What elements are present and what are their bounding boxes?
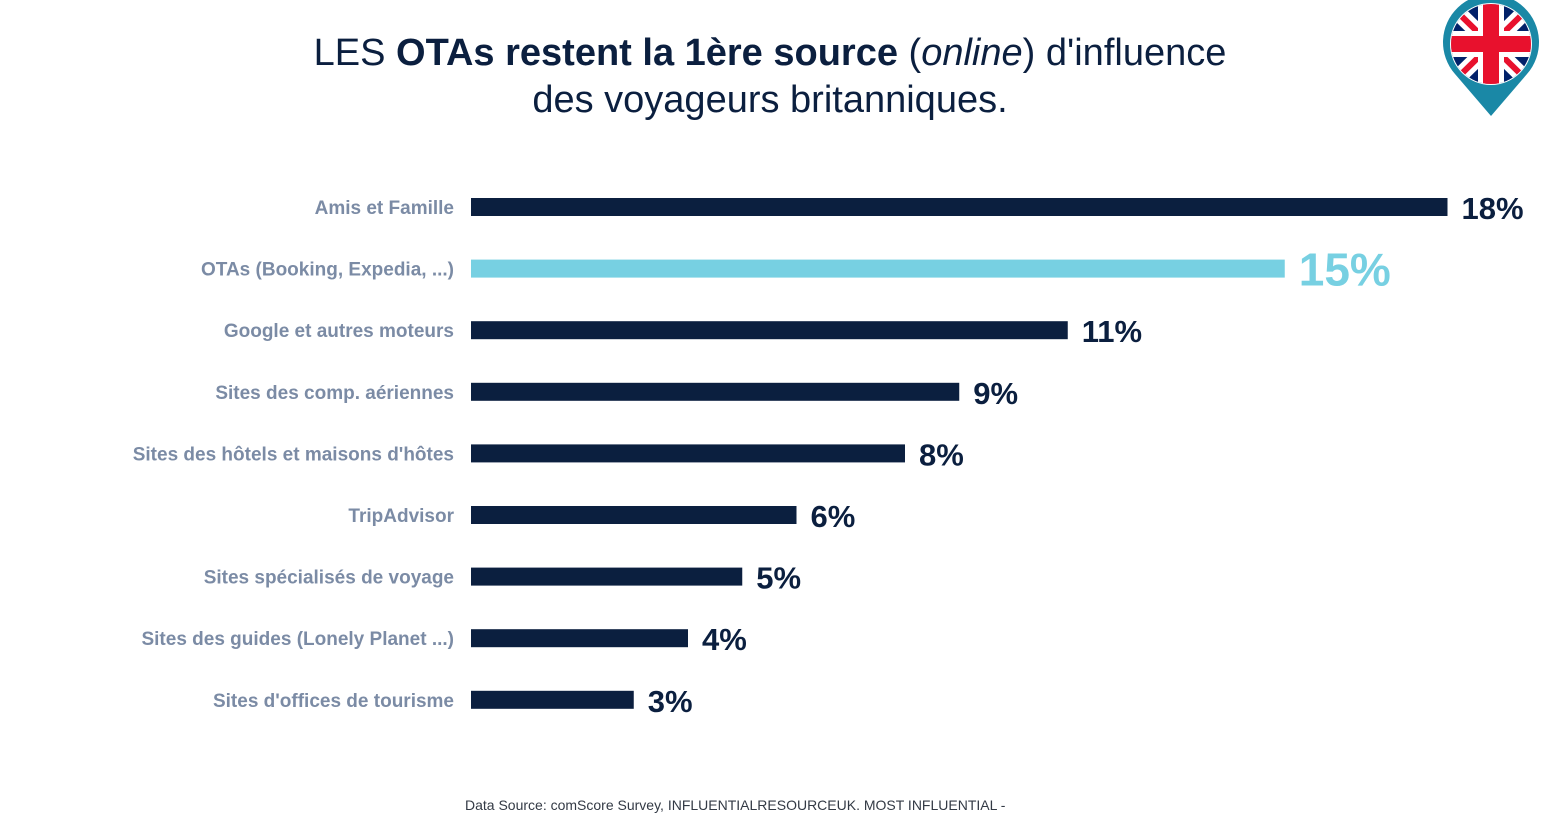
- value-label: 3%: [648, 684, 693, 719]
- value-label: 6%: [811, 499, 856, 534]
- category-label: Sites des guides (Lonely Planet ...): [141, 629, 454, 650]
- category-label: TripAdvisor: [348, 506, 454, 527]
- category-label: Google et autres moteurs: [224, 321, 454, 342]
- title-paren-open: (: [898, 32, 922, 74]
- category-label: Amis et Famille: [315, 198, 454, 219]
- bar: [471, 629, 688, 648]
- bar-chart: Amis et Famille 18% OTAs (Booking, Expedia…: [133, 191, 1524, 719]
- category-label: Sites d'offices de tourisme: [213, 691, 454, 712]
- title-prefix: LES: [313, 32, 397, 74]
- chart-title: LES OTAs restent la 1ère source (online)…: [0, 30, 1540, 124]
- bar: [471, 506, 797, 524]
- title-italic: online: [921, 32, 1023, 74]
- category-label: OTAs (Booking, Expedia, ...): [201, 260, 454, 281]
- value-label: 9%: [973, 376, 1018, 411]
- value-label: 11%: [1082, 314, 1142, 349]
- value-label: 15%: [1299, 244, 1391, 296]
- bar: [471, 198, 1448, 216]
- category-label: Sites des hôtels et maisons d'hôtes: [133, 444, 454, 465]
- title-line-2: des voyageurs britanniques.: [532, 79, 1008, 121]
- title-line-1: LES OTAs restent la 1ère source (online)…: [0, 30, 1540, 77]
- value-label: 4%: [702, 622, 747, 657]
- bar: [471, 690, 634, 709]
- data-source-note: Data Source: comScore Survey, INFLUENTIA…: [465, 797, 1006, 813]
- title-bold: OTAs restent la 1ère source: [396, 32, 898, 74]
- value-label: 5%: [756, 561, 801, 596]
- bar: [471, 444, 905, 463]
- title-suffix: ) d'influence: [1022, 32, 1227, 74]
- bar: [471, 567, 743, 586]
- bar: [471, 382, 960, 401]
- uk-flag-location-pin-icon: [1443, 0, 1539, 116]
- bar: [471, 321, 1068, 340]
- value-label: 8%: [919, 437, 964, 472]
- category-label: Sites spécialisés de voyage: [204, 568, 454, 589]
- bar: [471, 259, 1285, 278]
- value-label: 18%: [1462, 191, 1524, 226]
- category-label: Sites des comp. aériennes: [215, 383, 454, 404]
